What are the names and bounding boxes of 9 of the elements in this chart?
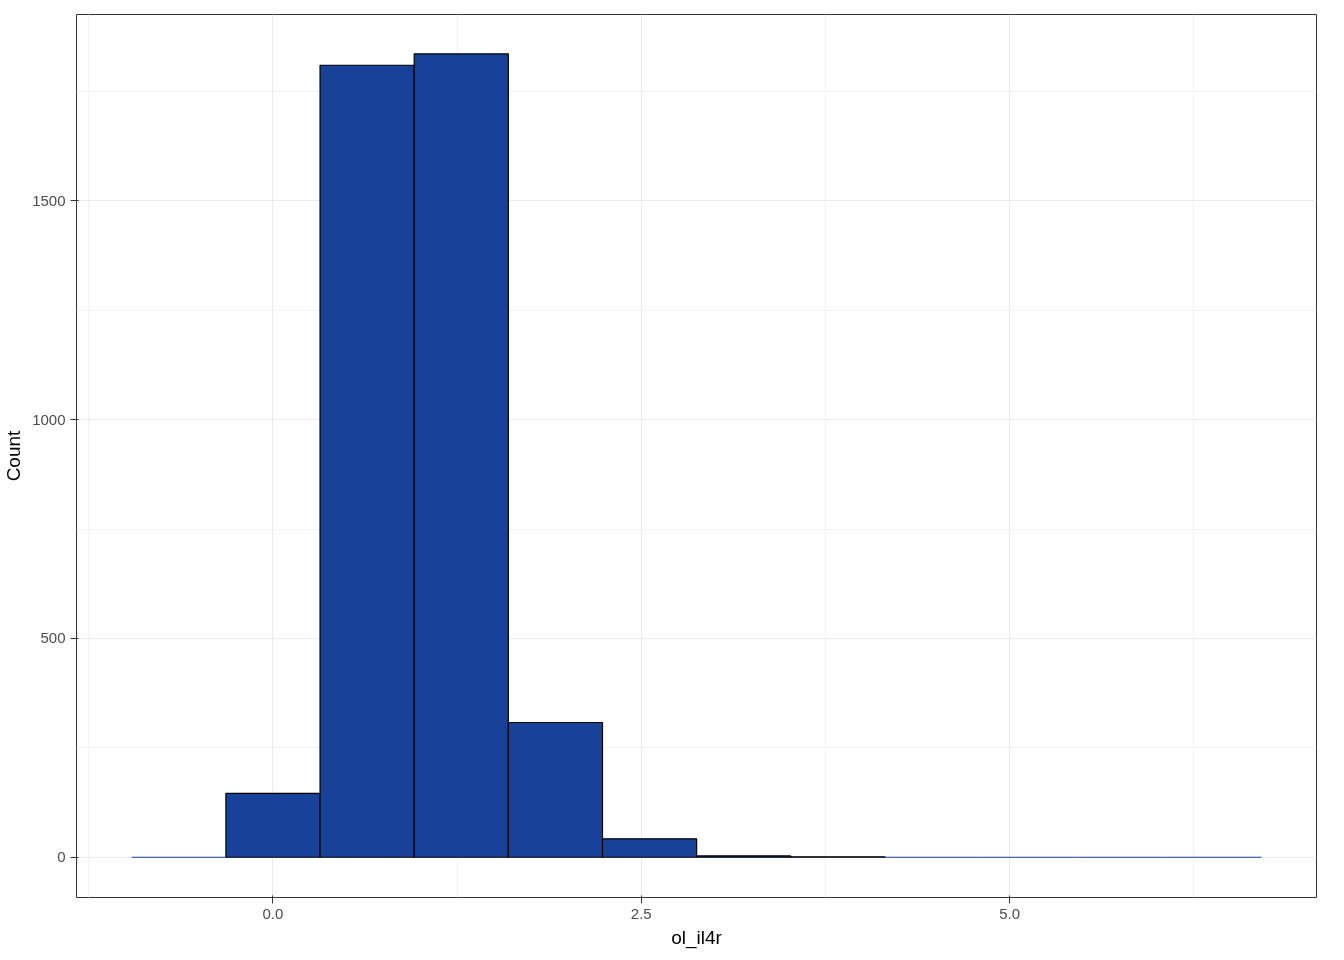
x-axis-title: ol_il4r: [671, 926, 723, 949]
y-tick-label: 0: [57, 848, 66, 866]
y-tick-label: 500: [40, 629, 66, 647]
x-tick-label: 5.0: [999, 904, 1021, 922]
y-tick-label: 1000: [32, 410, 66, 428]
y-tick-label: 1500: [32, 191, 66, 209]
x-tick-label: 2.5: [630, 904, 652, 922]
x-tick-label: 0.0: [262, 904, 284, 922]
y-axis-title: Count: [3, 429, 25, 482]
